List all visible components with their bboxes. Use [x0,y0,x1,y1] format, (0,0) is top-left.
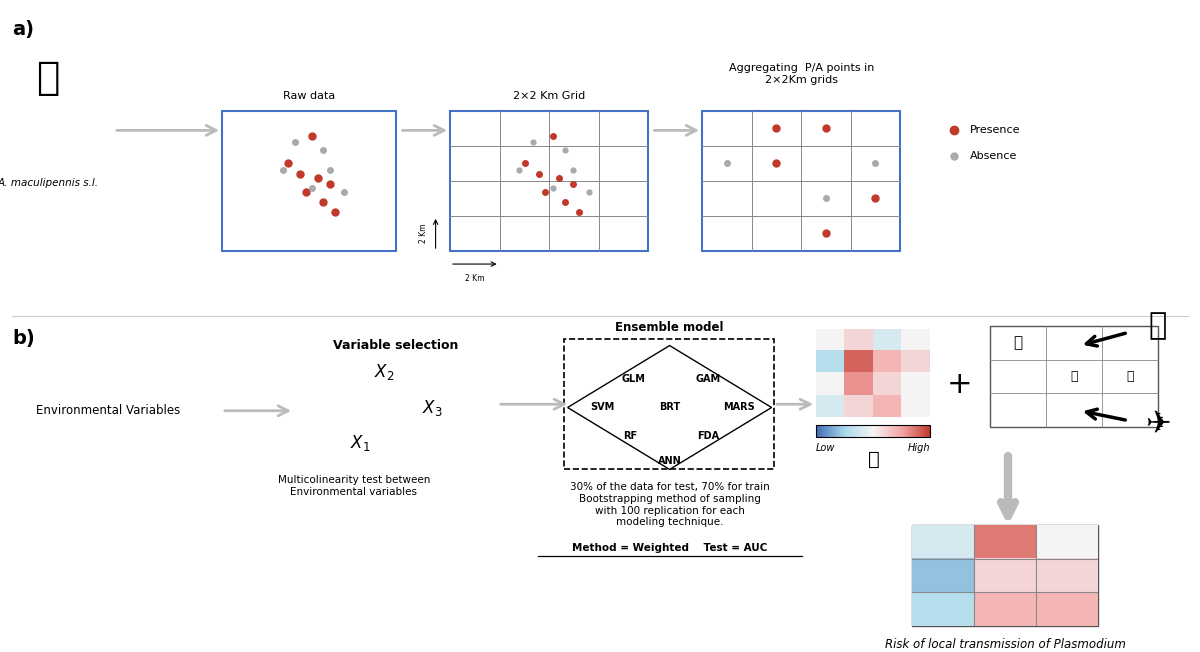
Text: Absence: Absence [970,151,1016,162]
Text: BRT: BRT [659,402,680,413]
Text: 2×2 Km Grid: 2×2 Km Grid [514,91,586,101]
Text: 🚶: 🚶 [1063,606,1070,619]
Text: 🦟: 🦟 [868,450,880,469]
Text: $X_3$: $X_3$ [421,398,443,417]
Text: High: High [907,443,930,452]
Text: Environmental Variables: Environmental Variables [36,404,180,417]
Text: $X_1$: $X_1$ [349,434,371,453]
Text: Variable selection: Variable selection [334,339,458,352]
Text: 👥: 👥 [1070,370,1078,383]
Text: FDA: FDA [697,430,719,441]
Text: Aggregating  P/A points in
2×2Km grids: Aggregating P/A points in 2×2Km grids [728,63,875,85]
Text: Ensemble model: Ensemble model [616,321,724,334]
Polygon shape [568,346,772,469]
Text: Method = Weighted    Test = AUC: Method = Weighted Test = AUC [572,542,767,553]
Text: 👥: 👥 [1014,335,1022,350]
Text: ANN: ANN [658,456,682,466]
Text: Raw data: Raw data [283,91,336,101]
Text: GAM: GAM [696,374,720,385]
FancyBboxPatch shape [702,111,900,251]
Text: +: + [947,370,973,399]
FancyBboxPatch shape [222,111,396,251]
Text: SVM: SVM [590,402,614,413]
Text: b): b) [12,329,35,348]
Text: $X_2$: $X_2$ [374,362,394,381]
Text: 🚶: 🚶 [1127,370,1134,383]
Text: 2 Km: 2 Km [466,274,485,283]
Text: Low: Low [816,443,835,452]
Text: 🦟: 🦟 [36,59,60,97]
Text: 🚢: 🚢 [1148,312,1168,340]
Text: Risk of local transmission of Plasmodium: Risk of local transmission of Plasmodium [886,638,1126,651]
FancyBboxPatch shape [990,326,1158,427]
Text: MARS: MARS [724,402,755,413]
FancyBboxPatch shape [564,339,774,469]
Text: RF: RF [623,430,637,441]
Text: 👫: 👫 [1001,595,1009,610]
Text: A. maculipennis s.l.: A. maculipennis s.l. [0,177,98,188]
Text: Multicolinearity test between
Environmental variables: Multicolinearity test between Environmen… [278,475,430,497]
Text: a): a) [12,20,34,38]
FancyBboxPatch shape [450,111,648,251]
Text: 2 Km: 2 Km [419,224,428,243]
Text: 👥: 👥 [937,533,948,551]
FancyBboxPatch shape [912,525,1098,626]
Text: 30% of the data for test, 70% for train
Bootstrapping method of sampling
with 10: 30% of the data for test, 70% for train … [570,482,769,527]
Text: ✈: ✈ [1145,409,1171,438]
Text: GLM: GLM [622,374,646,385]
Text: Presence: Presence [970,125,1020,136]
